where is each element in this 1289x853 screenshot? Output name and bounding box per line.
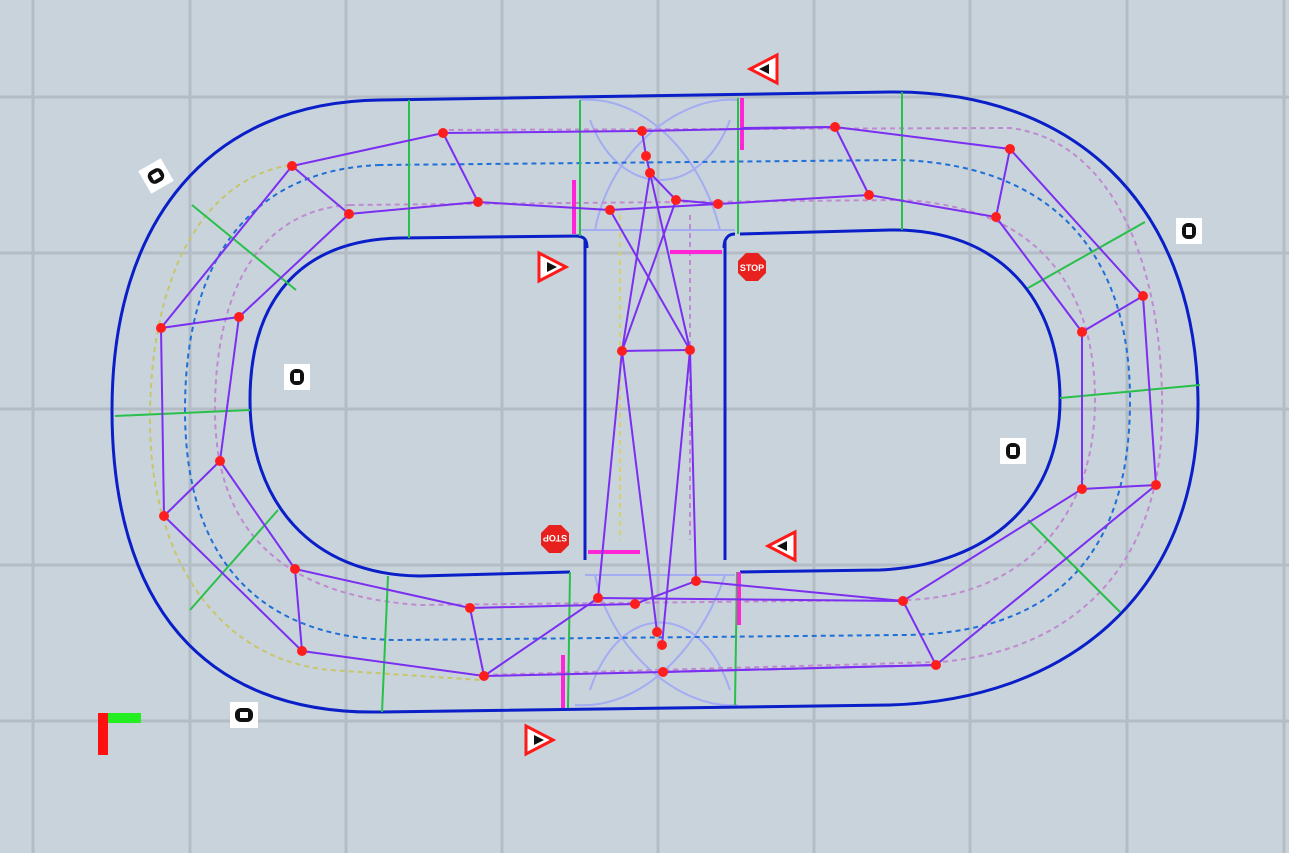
stop-sign-label: STOP: [543, 533, 567, 543]
road-edges: [110, 90, 1200, 714]
section-dividers: [114, 92, 1201, 713]
stop-sign-icon[interactable]: STOP: [738, 253, 766, 281]
lane-lines: [148, 126, 1164, 681]
traffic-light-icon[interactable]: [1176, 218, 1202, 244]
waypoints[interactable]: [156, 122, 1161, 681]
yield-sign-icon[interactable]: [746, 52, 779, 86]
traffic-light-icon[interactable]: [138, 158, 174, 194]
inner-edge-left: [248, 234, 581, 578]
yield-sign-icon[interactable]: [764, 529, 797, 563]
traffic-light-icon[interactable]: [1000, 438, 1026, 464]
stop-sign-label: STOP: [740, 263, 764, 273]
stop-sign-icon[interactable]: STOP: [541, 525, 569, 553]
traffic-light-icon[interactable]: [230, 702, 258, 728]
axes-gizmo-icon: [98, 713, 141, 755]
outer-edge: [110, 90, 1200, 714]
traffic-light-icon[interactable]: [284, 364, 310, 390]
yield-sign-icon[interactable]: [524, 723, 557, 757]
stop-lines: [561, 98, 744, 708]
yield-sign-icon[interactable]: [537, 250, 570, 284]
inner-edge-right: [739, 228, 1062, 574]
